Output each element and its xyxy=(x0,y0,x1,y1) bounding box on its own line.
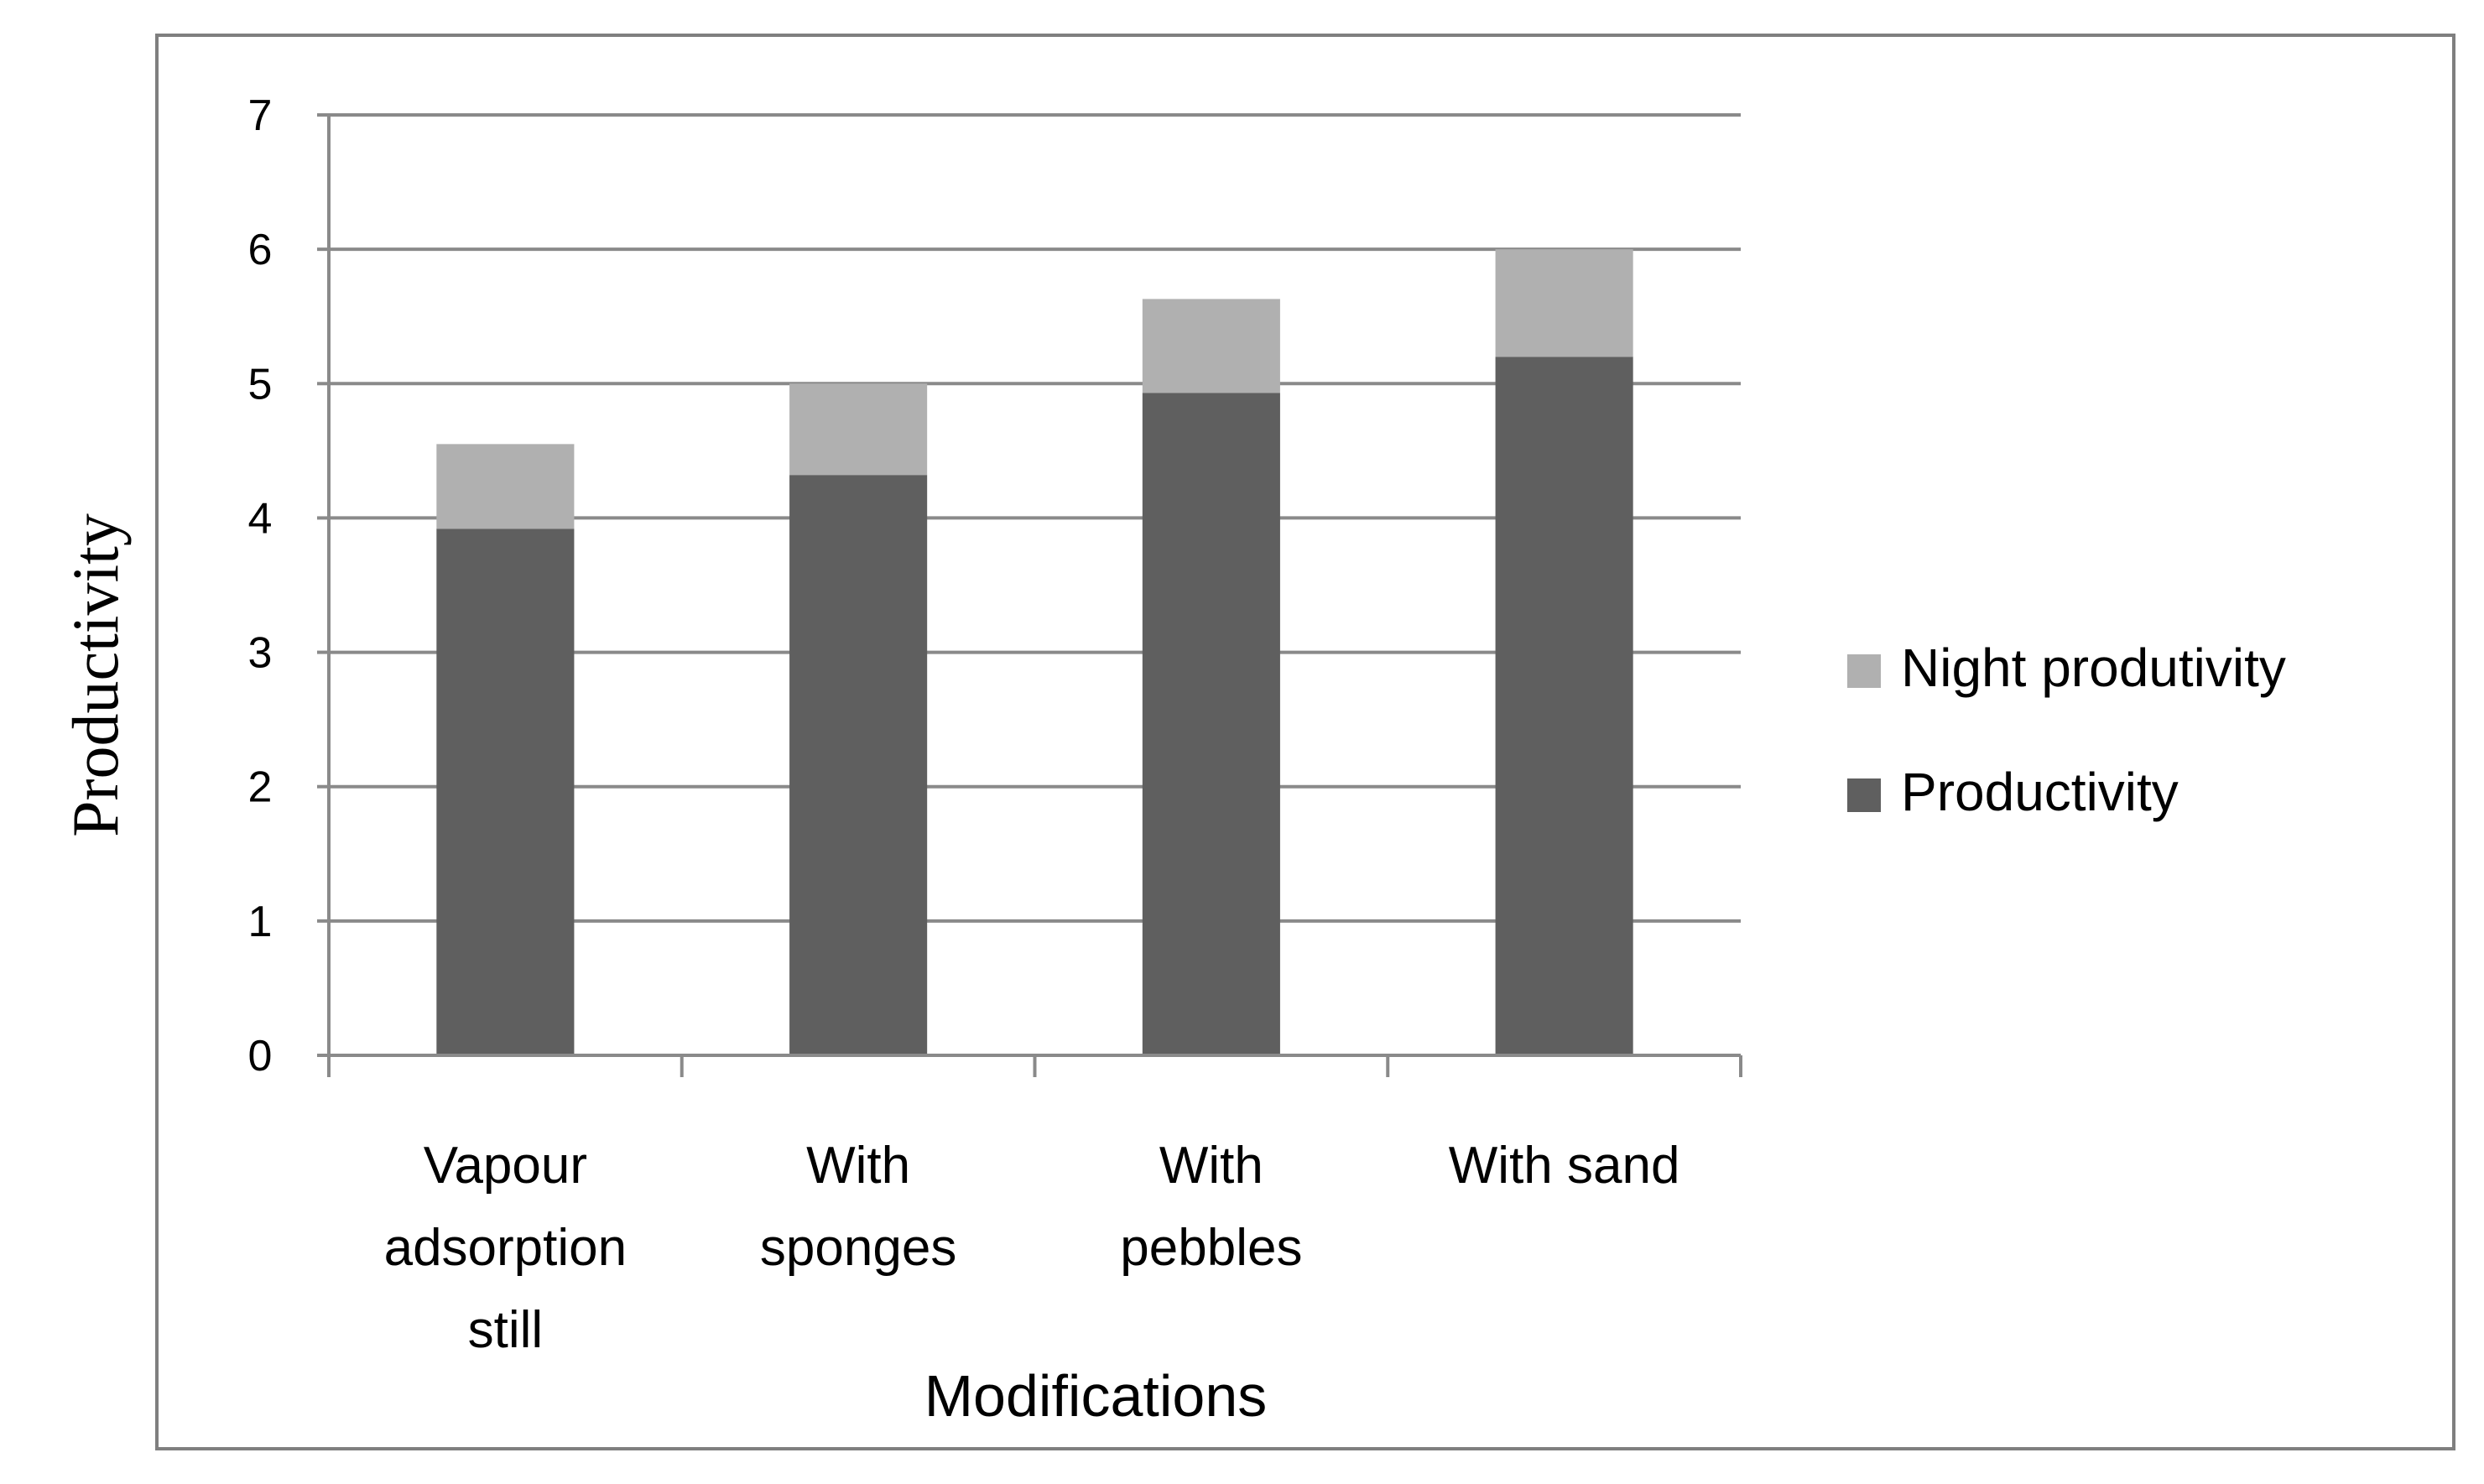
x-category-label: With pebbles xyxy=(1120,1137,1302,1277)
legend-label: Night produtivity xyxy=(1901,638,2286,698)
x-category-labels: Vapour adsorption still With sponges With pebb… xyxy=(384,1137,1680,1359)
y-tick-label: 2 xyxy=(248,763,273,812)
bar-productivity xyxy=(1495,357,1633,1055)
y-tick-label: 3 xyxy=(248,629,273,678)
bar-night-productivity xyxy=(1142,299,1280,393)
bar-productivity xyxy=(436,529,575,1055)
legend-swatch xyxy=(1847,654,1881,688)
x-category-label-line: With xyxy=(1159,1137,1263,1195)
y-tick-label: 6 xyxy=(248,226,273,274)
bar-night-productivity xyxy=(789,383,928,476)
bar-productivity xyxy=(789,475,928,1055)
y-tick-label: 1 xyxy=(248,898,273,946)
x-category-label-line: still xyxy=(468,1301,544,1359)
y-tick-label: 7 xyxy=(248,91,273,140)
y-tick-label: 5 xyxy=(248,360,273,409)
x-category-label-line: With xyxy=(806,1137,910,1195)
x-axis-title: Modifications xyxy=(924,1363,1268,1429)
x-category-label-line: adsorption xyxy=(384,1219,628,1277)
x-category-label: With sponges xyxy=(760,1137,956,1277)
x-category-label: With sand xyxy=(1449,1137,1680,1195)
x-category-label-line: Vapour xyxy=(424,1137,587,1195)
x-category-label: Vapour adsorption still xyxy=(384,1137,628,1359)
legend: Night produtivity Productivity xyxy=(1847,638,2286,822)
x-category-label-line: sponges xyxy=(760,1219,956,1277)
x-category-label-line: pebbles xyxy=(1120,1219,1302,1277)
bar-night-productivity xyxy=(436,444,575,529)
y-tick-label: 4 xyxy=(248,494,273,543)
y-tick-label: 0 xyxy=(248,1032,273,1080)
bars xyxy=(436,249,1633,1055)
y-tick-labels: 0 1 2 3 4 5 6 7 xyxy=(248,91,273,1080)
y-axis-title: Productivity xyxy=(59,513,132,837)
legend-label: Productivity xyxy=(1901,762,2179,822)
x-category-label-line: With sand xyxy=(1449,1137,1680,1195)
bar-night-productivity xyxy=(1495,249,1633,357)
axes xyxy=(317,113,1742,1077)
bar-productivity xyxy=(1142,393,1280,1055)
legend-swatch xyxy=(1847,778,1881,812)
